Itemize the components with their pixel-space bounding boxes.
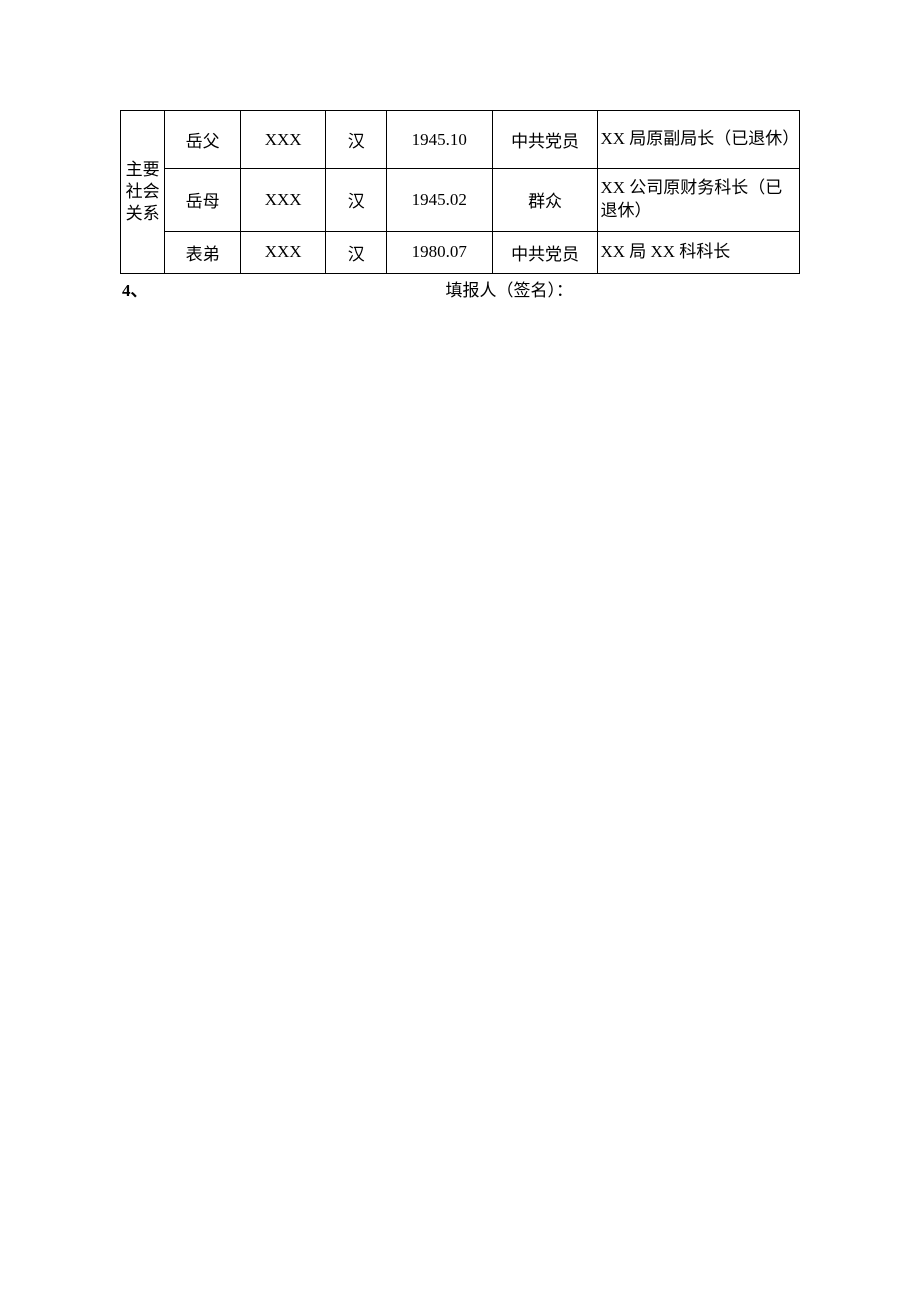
political-cell: 中共党员 [492, 231, 598, 273]
position-cell: XX 局 XX 科科长 [598, 231, 800, 273]
name-cell: XXX [240, 111, 326, 169]
relations-table: 主要社会关系 岳父 XXX 汉 1945.10 中共党员 XX 局原副局长（已退… [120, 110, 800, 274]
relation-cell: 岳母 [165, 169, 241, 232]
relation-cell: 岳父 [165, 111, 241, 169]
ethnic-cell: 汉 [326, 231, 386, 273]
footer-number: 4、 [122, 276, 148, 301]
name-cell: XXX [240, 169, 326, 232]
footer-row: 4、 填报人（签名）： [120, 276, 800, 301]
document-table-container: 主要社会关系 岳父 XXX 汉 1945.10 中共党员 XX 局原副局长（已退… [120, 110, 800, 301]
birthdate-cell: 1980.07 [386, 231, 492, 273]
name-cell: XXX [240, 231, 326, 273]
table-row: 主要社会关系 岳父 XXX 汉 1945.10 中共党员 XX 局原副局长（已退… [121, 111, 800, 169]
birthdate-cell: 1945.02 [386, 169, 492, 232]
table-row: 表弟 XXX 汉 1980.07 中共党员 XX 局 XX 科科长 [121, 231, 800, 273]
ethnic-cell: 汉 [326, 169, 386, 232]
table-row: 岳母 XXX 汉 1945.02 群众 XX 公司原财务科长（已退休） [121, 169, 800, 232]
birthdate-cell: 1945.10 [386, 111, 492, 169]
position-cell: XX 公司原财务科长（已退休） [598, 169, 800, 232]
footer-signature-label: 填报人（签名）： [446, 276, 574, 301]
position-cell: XX 局原副局长（已退休） [598, 111, 800, 169]
political-cell: 群众 [492, 169, 598, 232]
political-cell: 中共党员 [492, 111, 598, 169]
relation-cell: 表弟 [165, 231, 241, 273]
category-cell: 主要社会关系 [121, 111, 165, 274]
ethnic-cell: 汉 [326, 111, 386, 169]
